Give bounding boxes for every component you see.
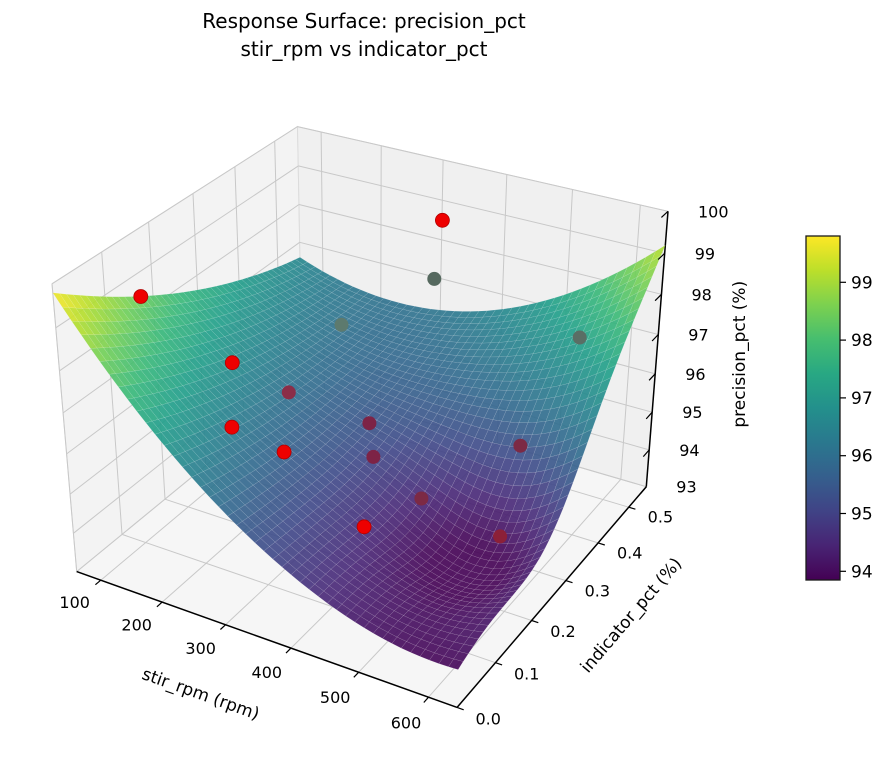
- axis-spines: [76, 211, 669, 709]
- data-point: [427, 271, 442, 286]
- colorbar-gradient: [805, 235, 841, 581]
- z-tick-label: 94: [679, 441, 699, 460]
- y-tick-label: 0.4: [617, 544, 642, 563]
- data-point: [224, 355, 240, 371]
- colorbar-tick-label: 99: [851, 273, 873, 293]
- data-point: [572, 330, 587, 345]
- chart-title-line2: stir_rpm vs indicator_pct: [240, 37, 488, 61]
- x-tick-label: 200: [121, 616, 152, 635]
- z-tick-label: 95: [682, 403, 702, 422]
- data-point: [414, 491, 429, 506]
- x-tick-label: 300: [185, 639, 216, 658]
- x-axis-ticks: 100 200 300 400 500 600: [59, 579, 429, 733]
- chart-title: Response Surface: precision_pct stir_rpm…: [10, 7, 718, 63]
- colorbar-tick-label: 98: [851, 331, 873, 351]
- z-tick-label: 98: [692, 285, 712, 304]
- x-tick-label: 600: [391, 714, 422, 733]
- y-axis-ticks: 0.0 0.1 0.2 0.3 0.4 0.5: [456, 506, 673, 729]
- colorbar-tick-label: 95: [851, 505, 873, 525]
- colorbar: 94 95 96 97 98 99: [805, 235, 873, 582]
- colorbar-tick-label: 94: [851, 562, 873, 582]
- x-axis-label: stir_rpm (rpm): [139, 664, 262, 724]
- data-point: [133, 289, 149, 304]
- y-tick-label: 0.2: [550, 622, 575, 641]
- z-axis-ticks: 93 94 95 96 97 98 99 100: [640, 202, 729, 497]
- data-point: [356, 519, 372, 535]
- x-tick-label: 100: [59, 593, 90, 612]
- z-axis-label: precision_pct (%): [730, 281, 750, 428]
- data-point: [513, 438, 528, 453]
- y-tick-label: 0.3: [585, 582, 610, 601]
- data-point: [281, 385, 296, 400]
- y-tick-label: 0.5: [648, 508, 673, 527]
- data-point: [276, 444, 292, 460]
- x-tick-label: 500: [320, 688, 351, 707]
- data-point: [366, 449, 381, 464]
- surface-mesh: [52, 244, 666, 670]
- colorbar-tick-label: 97: [851, 389, 873, 409]
- chart-title-line1: Response Surface: precision_pct: [202, 9, 526, 33]
- z-tick-label: 97: [688, 326, 708, 345]
- data-point: [434, 212, 450, 228]
- z-tick-label: 93: [676, 478, 696, 497]
- x-tick-label: 400: [252, 663, 283, 682]
- y-tick-label: 0.1: [514, 664, 539, 683]
- data-point: [493, 529, 508, 544]
- colorbar-tick-label: 96: [851, 447, 873, 467]
- data-point: [224, 419, 240, 435]
- z-tick-label: 100: [698, 202, 729, 221]
- scatter-points: [133, 212, 587, 544]
- z-tick-label: 96: [685, 365, 705, 384]
- data-point: [334, 317, 349, 332]
- z-tick-label: 99: [695, 244, 715, 263]
- data-point: [362, 416, 377, 431]
- y-axis-label: indicator_pct (%): [577, 554, 687, 677]
- y-tick-label: 0.0: [475, 710, 500, 729]
